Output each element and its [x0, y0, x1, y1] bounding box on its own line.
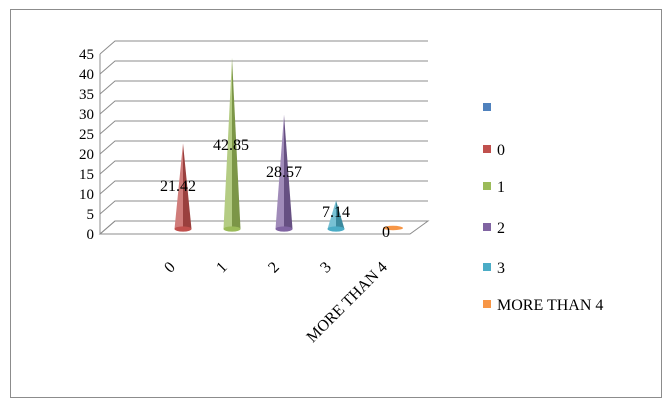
- data-label: 7.14: [322, 204, 350, 221]
- gridline: [99, 140, 428, 155]
- legend-item: 2: [483, 220, 505, 237]
- gridline: [99, 200, 428, 215]
- y-tick-label: 35: [79, 87, 94, 103]
- gridline: [99, 60, 428, 75]
- cone-right-face: [183, 143, 192, 232]
- legend-swatch: [483, 300, 491, 308]
- cone-left-face: [174, 143, 183, 232]
- y-tick-label: 15: [79, 167, 94, 183]
- cone-2: [275, 114, 293, 232]
- cone-left-face: [327, 200, 336, 232]
- gridline: [99, 120, 428, 135]
- gridline: [99, 220, 428, 235]
- legend-swatch: [483, 223, 491, 231]
- gridline: [99, 40, 428, 55]
- cone-0: [174, 143, 192, 232]
- cone-3: [327, 200, 345, 232]
- legend-item: 3: [483, 260, 505, 277]
- y-tick-label: 25: [79, 127, 94, 143]
- legend-swatch: [483, 145, 491, 153]
- legend-label: 1: [497, 179, 505, 196]
- gridlines: [99, 40, 428, 235]
- cone-base: [275, 226, 293, 232]
- y-tick-label: 30: [79, 107, 94, 123]
- y-tick-label: 20: [79, 147, 94, 163]
- legend-item: 0: [483, 142, 505, 159]
- cone-right-face: [284, 114, 293, 232]
- cone-4: [383, 225, 403, 231]
- legend-item: MORE THAN 4: [483, 297, 603, 314]
- y-tick-label: 5: [87, 207, 95, 223]
- data-cones: [174, 57, 403, 232]
- y-tick-label: 0: [87, 227, 95, 243]
- gridline: [99, 80, 428, 95]
- legend: 0 1 2 3 MORE THAN 4: [483, 103, 603, 314]
- cone-base: [174, 226, 192, 232]
- cone-base: [327, 226, 345, 232]
- y-tick-label: 40: [79, 67, 94, 83]
- cone-right-face: [336, 200, 345, 232]
- y-axis-ticks: 0 5 10 15 20 25 30 35 40 45: [79, 47, 94, 243]
- legend-item: 1: [483, 179, 505, 196]
- y-tick-label: 10: [79, 187, 94, 203]
- gridline: [99, 160, 428, 175]
- cone-flat: [383, 225, 403, 231]
- cone-base: [223, 226, 241, 232]
- gridline: [99, 180, 428, 195]
- data-labels: 21.42 42.85 28.57 7.14 0: [160, 137, 390, 241]
- legend-label: 3: [497, 260, 505, 277]
- legend-swatch: [483, 263, 491, 271]
- gridline: [99, 100, 428, 115]
- y-tick-label: 45: [79, 47, 94, 63]
- legend-item: [483, 103, 491, 111]
- cone-1: [223, 57, 241, 232]
- legend-swatch: [483, 182, 491, 190]
- legend-swatch: [483, 103, 491, 111]
- cone-left-face: [223, 57, 232, 232]
- legend-label: 2: [497, 220, 505, 237]
- legend-label: MORE THAN 4: [497, 297, 603, 314]
- cone-left-face: [275, 114, 284, 232]
- data-label: 21.42: [160, 178, 196, 195]
- data-label: 28.57: [266, 164, 302, 181]
- legend-label: 0: [497, 142, 505, 159]
- data-label: 0: [382, 224, 390, 241]
- data-label: 42.85: [213, 137, 249, 154]
- cone-right-face: [232, 57, 241, 232]
